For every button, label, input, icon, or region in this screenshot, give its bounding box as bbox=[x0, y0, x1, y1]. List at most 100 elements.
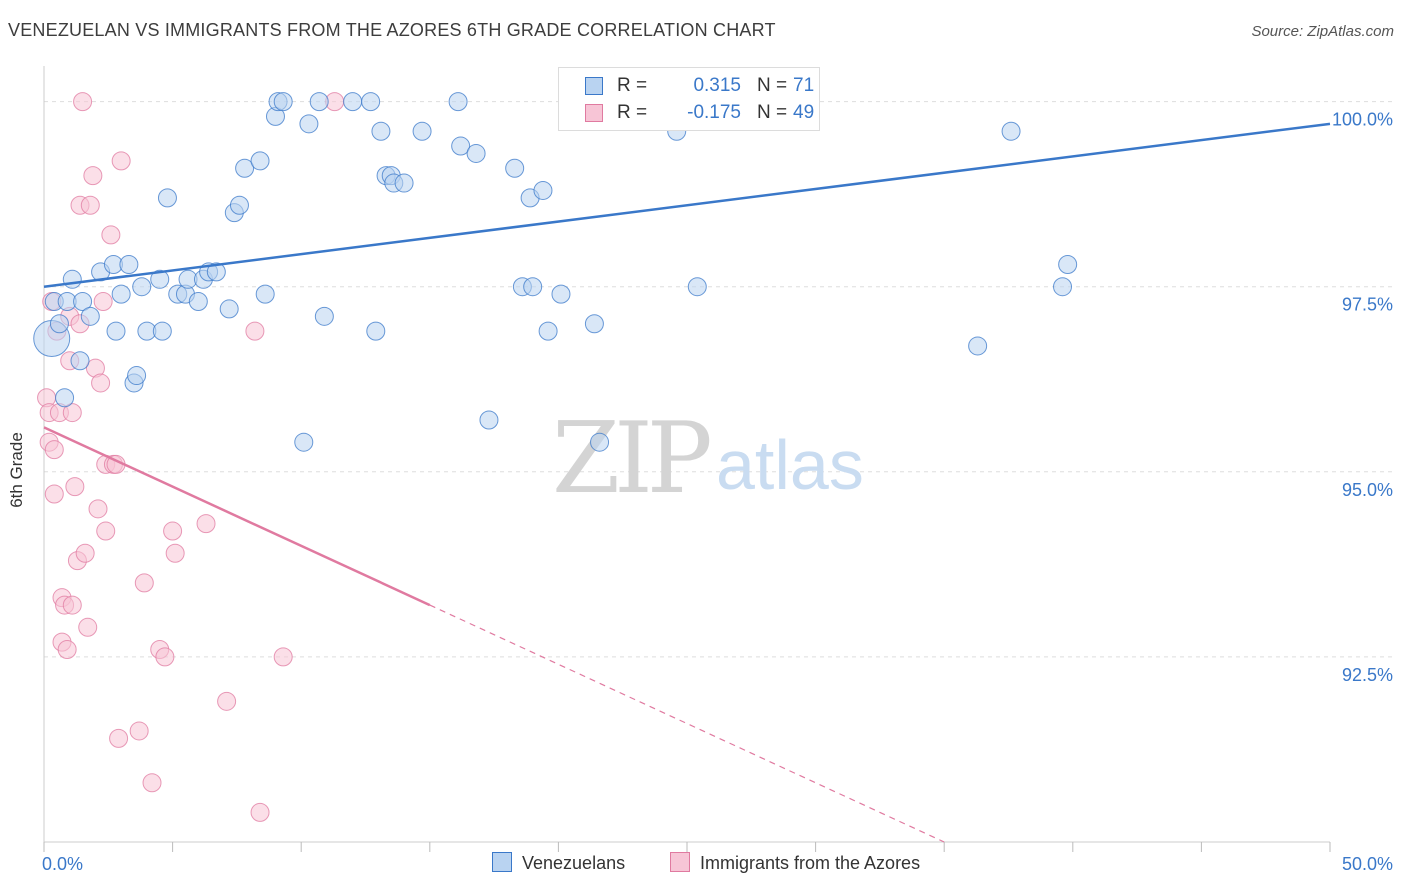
n-value: 49 bbox=[793, 102, 815, 123]
data-point bbox=[551, 284, 571, 304]
y-tick-label: 100.0% bbox=[1332, 110, 1393, 130]
legend-label: Venezuelans bbox=[522, 853, 626, 873]
data-point bbox=[88, 499, 108, 519]
r-value: -0.175 bbox=[687, 102, 741, 123]
data-point bbox=[1058, 255, 1078, 274]
data-point bbox=[83, 166, 103, 186]
trend-line-extension bbox=[429, 604, 945, 843]
data-point bbox=[687, 277, 707, 297]
data-point bbox=[49, 314, 69, 334]
data-point bbox=[479, 410, 499, 430]
data-point bbox=[361, 92, 381, 112]
y-tick-label: 92.5% bbox=[1342, 665, 1393, 685]
legend-item-venezuelans[interactable]: Venezuelans bbox=[492, 852, 625, 874]
legend-label: Immigrants from the Azores bbox=[700, 853, 921, 873]
data-point bbox=[314, 306, 334, 326]
data-point bbox=[134, 573, 154, 593]
watermark: ZIP atlas bbox=[552, 402, 864, 516]
data-point bbox=[150, 269, 170, 289]
data-point bbox=[229, 195, 249, 215]
data-point bbox=[75, 543, 95, 563]
x-tick-label: 0.0% bbox=[42, 854, 83, 874]
data-point bbox=[165, 543, 185, 563]
data-point bbox=[451, 136, 471, 156]
y-tick-label: 95.0% bbox=[1342, 480, 1393, 500]
data-point bbox=[1053, 277, 1073, 297]
data-point bbox=[245, 321, 265, 341]
grid-lines bbox=[44, 101, 1392, 658]
data-point bbox=[73, 292, 93, 312]
r-value: 0.315 bbox=[693, 75, 741, 96]
data-point bbox=[250, 151, 270, 171]
source-label: Source: ZipAtlas.com bbox=[1251, 23, 1394, 40]
data-point bbox=[505, 158, 525, 178]
y-tick-label: 97.5% bbox=[1342, 295, 1393, 315]
data-point bbox=[101, 225, 121, 245]
data-point bbox=[250, 802, 270, 822]
data-point bbox=[219, 299, 239, 319]
blue-points bbox=[33, 92, 1078, 452]
data-point bbox=[448, 92, 468, 112]
data-point bbox=[119, 255, 139, 274]
data-point bbox=[152, 321, 172, 341]
data-point bbox=[206, 262, 226, 282]
data-point bbox=[217, 691, 237, 711]
data-point bbox=[590, 432, 610, 452]
data-point bbox=[44, 484, 64, 504]
watermark-zip: ZIP bbox=[552, 402, 710, 516]
data-point bbox=[584, 314, 604, 334]
pink-swatch bbox=[585, 104, 603, 122]
data-point bbox=[127, 366, 147, 386]
n-value: 71 bbox=[793, 75, 815, 96]
legend-item-azores[interactable]: Immigrants from the Azores bbox=[670, 852, 920, 874]
trend-line bbox=[43, 426, 431, 607]
data-point bbox=[142, 773, 162, 793]
data-point bbox=[65, 477, 85, 497]
data-point bbox=[466, 143, 486, 163]
r-label: R = bbox=[617, 75, 648, 96]
tick-labels: 100.0% 97.5% 95.0% 92.5% 0.0% 50.0% bbox=[42, 110, 1393, 874]
data-point bbox=[155, 647, 175, 667]
data-point bbox=[1001, 121, 1021, 141]
chart-title: VENEZUELAN VS IMMIGRANTS FROM THE AZORES… bbox=[8, 20, 776, 40]
data-point bbox=[93, 292, 113, 312]
data-point bbox=[111, 284, 131, 304]
data-point bbox=[80, 195, 100, 215]
data-point bbox=[188, 292, 208, 312]
data-point bbox=[163, 521, 183, 541]
data-point bbox=[366, 321, 386, 341]
data-point bbox=[371, 121, 391, 141]
data-point bbox=[62, 403, 82, 423]
data-point bbox=[62, 269, 82, 289]
data-point bbox=[78, 617, 98, 637]
r-label: R = bbox=[617, 102, 648, 123]
data-point bbox=[132, 277, 152, 297]
data-point bbox=[44, 440, 64, 460]
data-point bbox=[57, 640, 77, 659]
data-point bbox=[533, 180, 553, 200]
data-point bbox=[255, 284, 275, 304]
data-point bbox=[111, 151, 131, 171]
trend-line bbox=[43, 122, 1331, 288]
data-point bbox=[523, 277, 543, 297]
data-point bbox=[394, 173, 414, 193]
data-point bbox=[129, 721, 149, 741]
data-point bbox=[273, 647, 293, 667]
data-point bbox=[70, 351, 90, 371]
pink-points bbox=[37, 92, 345, 822]
data-point bbox=[235, 158, 255, 178]
n-label: N = bbox=[757, 102, 788, 123]
axes bbox=[43, 66, 1331, 852]
data-point bbox=[968, 336, 988, 356]
data-point bbox=[157, 188, 177, 208]
data-point bbox=[294, 432, 314, 452]
stats-legend: R = 0.315 N = 71 R = -0.175 N = 49 bbox=[558, 67, 820, 131]
data-point bbox=[412, 121, 432, 141]
data-point bbox=[343, 92, 363, 112]
data-point bbox=[109, 728, 129, 748]
data-point bbox=[91, 373, 111, 393]
trend-lines bbox=[43, 122, 1331, 843]
data-point bbox=[299, 114, 319, 134]
data-point bbox=[73, 92, 93, 112]
